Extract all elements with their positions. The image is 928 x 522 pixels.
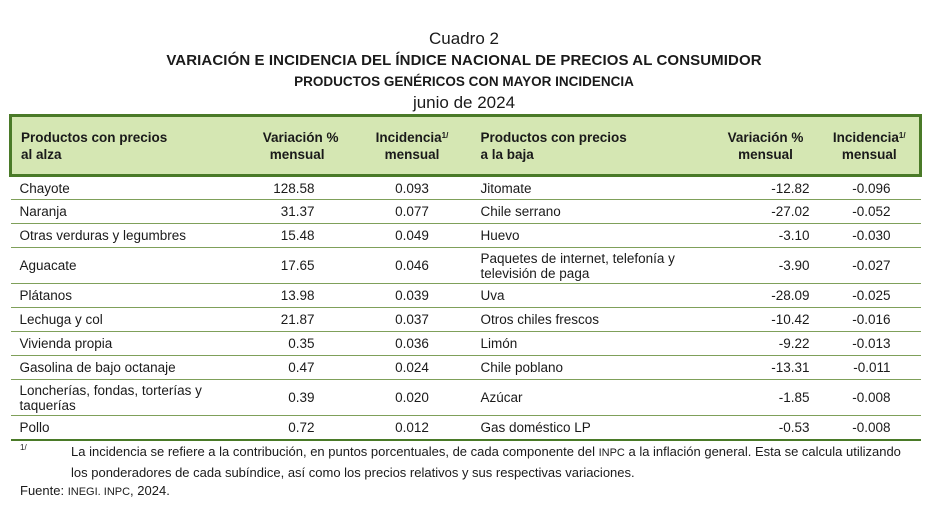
down-variation: -13.31 — [711, 355, 820, 380]
down-incidence: -0.013 — [819, 331, 921, 356]
table-row: Gasolina de bajo octanaje 0.47 0.024 Chi… — [10, 355, 921, 380]
down-product: Chile serrano — [471, 199, 712, 224]
down-product: Chile poblano — [471, 355, 712, 380]
down-incidence: -0.016 — [819, 307, 921, 332]
down-variation: -9.22 — [711, 331, 820, 356]
down-variation: -10.42 — [711, 307, 820, 332]
down-variation: -1.85 — [711, 379, 820, 416]
down-product: Azúcar — [471, 379, 712, 416]
main-title: VARIACIÓN E INCIDENCIA DEL ÍNDICE NACION… — [166, 52, 762, 69]
table-row: Pollo 0.72 0.012 Gas doméstico LP -0.53 … — [10, 415, 921, 441]
table-row: Chayote 128.58 0.093 Jitomate -12.82 -0.… — [10, 175, 921, 200]
source-line: Fuente: INEGI. INPC, 2024. — [20, 483, 170, 498]
table-header-row: Productos con precios al alza Variación … — [9, 114, 922, 177]
up-incidence: 0.037 — [352, 307, 472, 332]
down-product: Jitomate — [471, 175, 712, 200]
table-number: Cuadro 2 — [429, 29, 499, 48]
up-product: Naranja — [10, 199, 233, 224]
up-product: Pollo — [10, 415, 233, 441]
down-variation: -3.90 — [711, 247, 820, 284]
up-incidence: 0.039 — [352, 283, 472, 308]
header-down-incidence: Incidencia1/ mensual — [819, 114, 922, 177]
up-product: Plátanos — [10, 283, 233, 308]
up-incidence: 0.049 — [352, 223, 472, 248]
up-product: Lechuga y col — [10, 307, 233, 332]
up-product: Otras verduras y legumbres — [10, 223, 233, 248]
table-row: Plátanos 13.98 0.039 Uva -28.09 -0.025 — [10, 283, 921, 308]
up-product: Chayote — [10, 175, 233, 200]
down-product: Paquetes de internet, telefonía y televi… — [471, 247, 712, 284]
table-row: Loncherías, fondas, torterías y taquería… — [10, 379, 921, 416]
down-product: Limón — [471, 331, 712, 356]
up-incidence: 0.036 — [352, 331, 472, 356]
down-incidence: -0.027 — [819, 247, 921, 284]
down-variation: -3.10 — [711, 223, 820, 248]
down-variation: -12.82 — [711, 175, 820, 200]
table-row: Aguacate 17.65 0.046 Paquetes de interne… — [10, 247, 921, 284]
header-down-product: Productos con precios a la baja — [471, 114, 712, 177]
down-incidence: -0.011 — [819, 355, 921, 380]
up-product: Loncherías, fondas, torterías y taquería… — [10, 379, 233, 416]
up-variation: 0.39 — [232, 379, 353, 416]
down-variation: -28.09 — [711, 283, 820, 308]
up-variation: 0.35 — [232, 331, 353, 356]
footnote-mark: 1/ — [898, 130, 906, 140]
down-variation: -27.02 — [711, 199, 820, 224]
up-variation: 17.65 — [232, 247, 353, 284]
down-incidence: -0.008 — [819, 379, 921, 416]
table-row: Vivienda propia 0.35 0.036 Limón -9.22 -… — [10, 331, 921, 356]
up-variation: 128.58 — [232, 175, 353, 200]
down-product: Gas doméstico LP — [471, 415, 712, 441]
up-variation: 0.47 — [232, 355, 353, 380]
down-incidence: -0.096 — [819, 175, 921, 200]
header-up-variation: Variación % mensual — [232, 114, 353, 177]
down-incidence: -0.008 — [819, 415, 921, 441]
table-row: Naranja 31.37 0.077 Chile serrano -27.02… — [10, 199, 921, 224]
table-row: Lechuga y col 21.87 0.037 Otros chiles f… — [10, 307, 921, 332]
down-incidence: -0.025 — [819, 283, 921, 308]
up-incidence: 0.093 — [352, 175, 472, 200]
down-variation: -0.53 — [711, 415, 820, 441]
period: junio de 2024 — [412, 93, 516, 112]
up-product: Gasolina de bajo octanaje — [10, 355, 233, 380]
footnote-text: La incidencia se refiere a la contribuci… — [71, 444, 901, 480]
down-product: Uva — [471, 283, 712, 308]
up-variation: 15.48 — [232, 223, 353, 248]
subtitle: PRODUCTOS GENÉRICOS CON MAYOR INCIDENCIA — [294, 74, 634, 89]
footnote-mark: 1/ — [441, 130, 449, 140]
up-incidence: 0.077 — [352, 199, 472, 224]
table-row: Otras verduras y legumbres 15.48 0.049 H… — [10, 223, 921, 248]
down-incidence: -0.052 — [819, 199, 921, 224]
up-incidence: 0.012 — [352, 415, 472, 441]
down-product: Otros chiles frescos — [471, 307, 712, 332]
up-variation: 31.37 — [232, 199, 353, 224]
header-up-product: Productos con precios al alza — [9, 114, 233, 177]
header-up-incidence: Incidencia1/ mensual — [352, 114, 472, 177]
down-incidence: -0.030 — [819, 223, 921, 248]
down-product: Huevo — [471, 223, 712, 248]
footnote-mark: 1/ — [20, 443, 27, 452]
up-variation: 13.98 — [232, 283, 353, 308]
header-down-variation: Variación % mensual — [711, 114, 820, 177]
up-incidence: 0.020 — [352, 379, 472, 416]
inpc-table: Productos con precios al alza Variación … — [9, 114, 922, 441]
up-variation: 21.87 — [232, 307, 353, 332]
up-variation: 0.72 — [232, 415, 353, 441]
up-incidence: 0.046 — [352, 247, 472, 284]
up-product: Aguacate — [10, 247, 233, 284]
up-product: Vivienda propia — [10, 331, 233, 356]
up-incidence: 0.024 — [352, 355, 472, 380]
